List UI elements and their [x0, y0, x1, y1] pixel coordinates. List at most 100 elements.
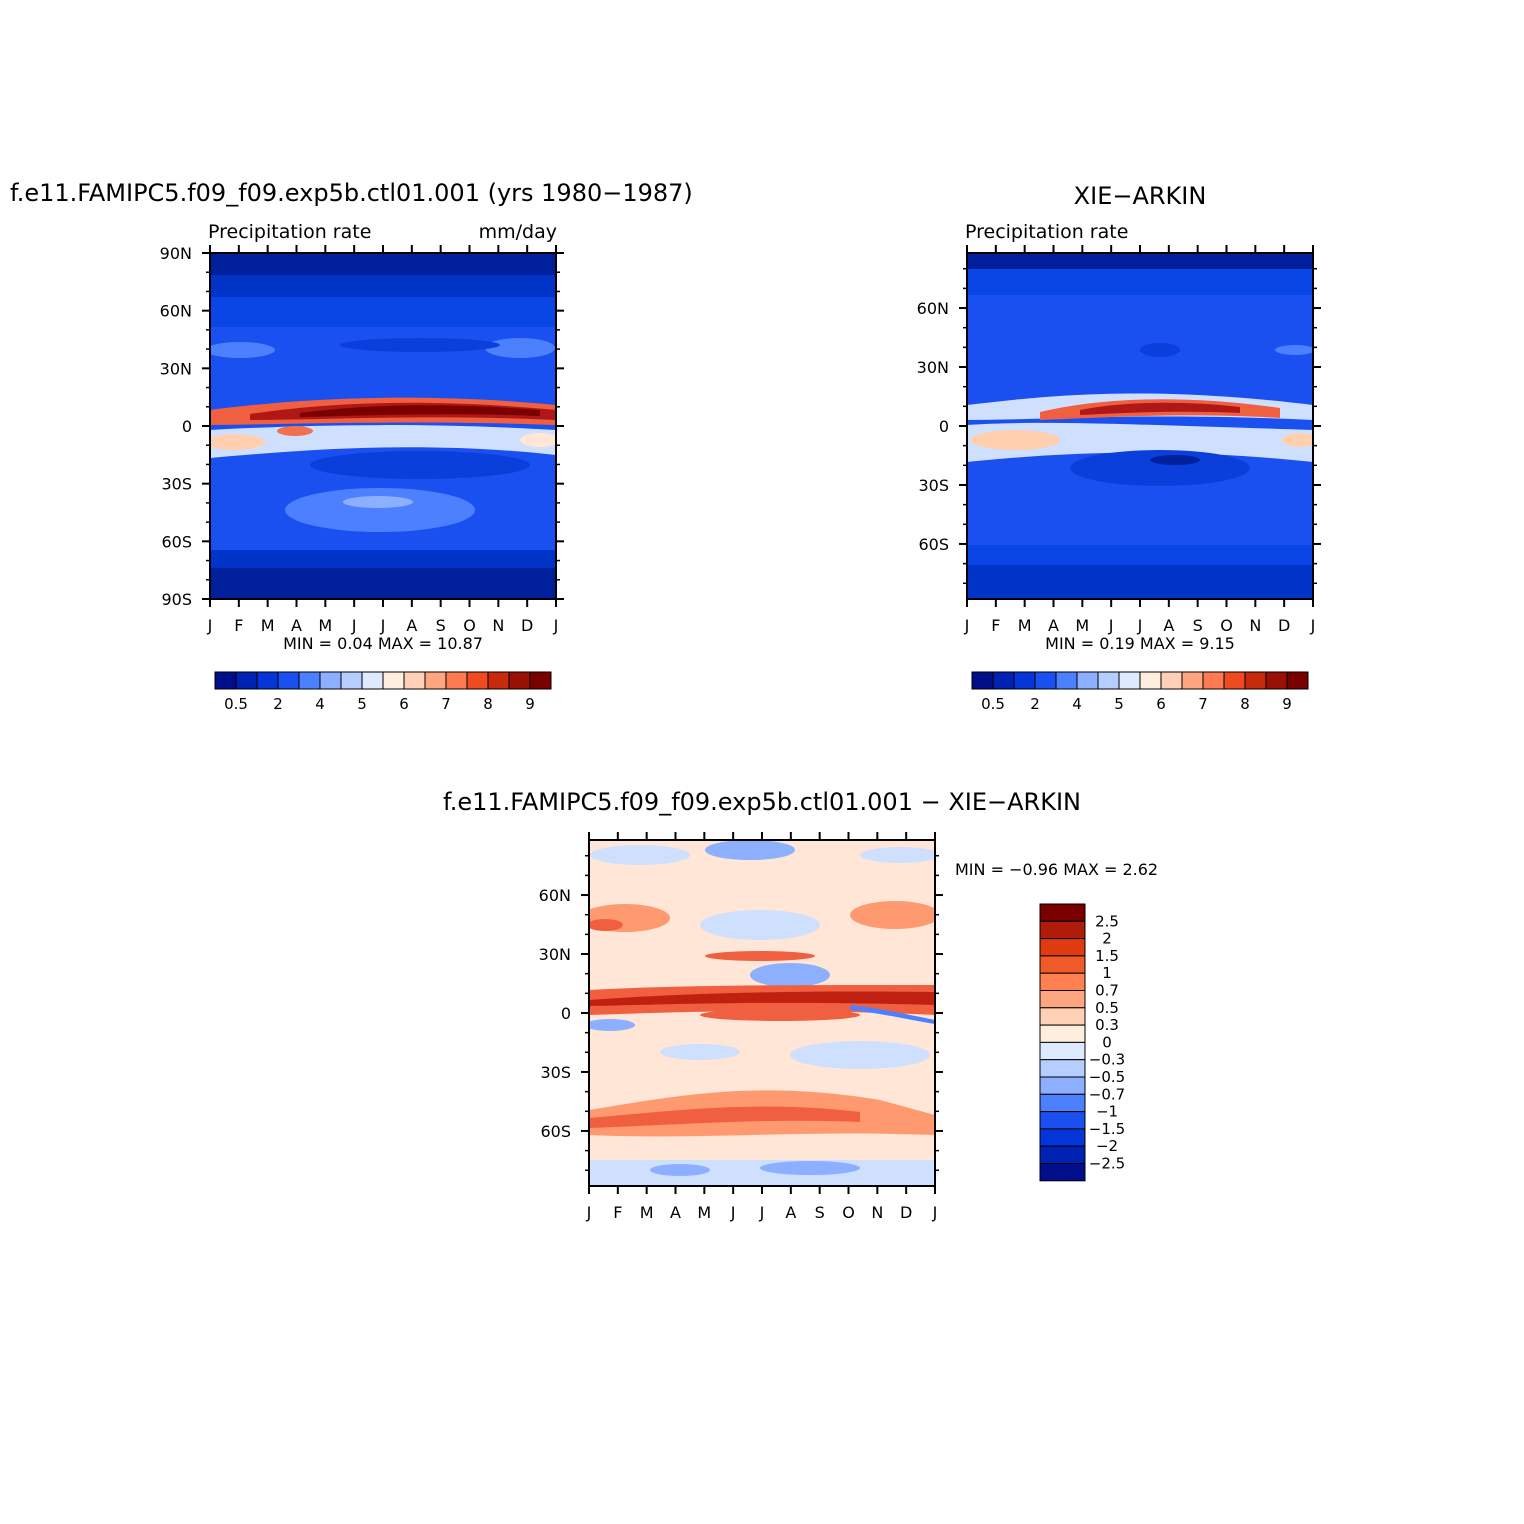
panel-obs-subtropic-dry-core: [1150, 455, 1200, 465]
colorbar-swatch: [1055, 671, 1078, 690]
colorbar-swatch: [508, 671, 531, 690]
x-tick-label: M: [640, 1203, 654, 1222]
x-tick-label: M: [1018, 616, 1032, 635]
x-tick-label: S: [1193, 616, 1203, 635]
x-tick-label: O: [1220, 616, 1233, 635]
colorbar-swatch: [1039, 1163, 1086, 1182]
x-tick-label: A: [1163, 616, 1174, 635]
panel-difference-minmax: MIN = −0.96 MAX = 2.62: [955, 860, 1158, 879]
panel-obs-subtropic-dry: [1070, 450, 1250, 486]
x-tick-label: O: [842, 1203, 855, 1222]
colorbar-swatch: [235, 671, 258, 690]
panel-model-variable-label: Precipitation rate: [208, 221, 371, 243]
panel-obs-sh-tropics-band: [967, 422, 1313, 462]
panel-model-contour-field: [210, 253, 556, 599]
panel-difference-antarctic-patch-left: [650, 1164, 710, 1176]
x-tick-label: J: [964, 616, 970, 635]
colorbar-label: 0: [1102, 1033, 1112, 1051]
panel-difference-subtropic-wet: [705, 951, 815, 961]
colorbar-swatch: [382, 671, 405, 690]
colorbar-label: 0.3: [1095, 1016, 1119, 1034]
panel-obs-arctic-band: [967, 253, 1313, 269]
colorbar-swatch: [1039, 972, 1086, 992]
colorbar-swatch: [214, 671, 237, 690]
panel-model-subtropic-patch-right: [485, 338, 555, 358]
colorbar-swatch: [1160, 671, 1183, 690]
x-tick-label: A: [785, 1203, 796, 1222]
panel-difference-dry-patch: [700, 910, 820, 940]
colorbar-swatch: [1039, 903, 1086, 922]
panel-model-sh-warm-patch: [210, 434, 265, 450]
colorbar-label: 0.7: [1095, 982, 1119, 1000]
y-tick-label: 90N: [160, 244, 192, 263]
panel-obs-sh-warm-patch: [970, 430, 1060, 450]
x-tick-label: A: [1048, 616, 1059, 635]
colorbar-label: 7: [1198, 695, 1208, 713]
colorbar-swatch: [256, 671, 279, 690]
x-tick-label: S: [436, 616, 446, 635]
panel-obs-sh-patch-right: [1282, 433, 1313, 447]
x-tick-label: J: [586, 1203, 592, 1222]
x-tick-label: A: [406, 616, 417, 635]
colorbar-label: 2: [1102, 930, 1112, 948]
panel-obs-southern-band: [967, 545, 1313, 565]
panel-model-itcz-core: [300, 405, 540, 417]
colorbar-label: −2.5: [1089, 1155, 1125, 1173]
panel-model-southern-band: [210, 550, 556, 568]
panel-model-antarctic-band: [210, 568, 556, 599]
colorbar-swatch: [1076, 671, 1099, 690]
panel-model-storm-track: [285, 488, 475, 532]
y-tick-label: 30S: [540, 1063, 571, 1082]
colorbar-label: 0.5: [224, 695, 248, 713]
panel-model-subtropic-dry: [310, 451, 530, 479]
panel-obs-ticks: [959, 245, 1321, 607]
colorbar-label: 4: [315, 695, 325, 713]
panel-difference-arctic-patch-mid: [705, 840, 795, 860]
x-tick-label: J: [1137, 616, 1143, 635]
x-tick-label: A: [670, 1203, 681, 1222]
panel-difference-midlat-core: [589, 919, 623, 931]
panel-obs-dry-patch: [1140, 343, 1180, 357]
colorbar-swatch: [361, 671, 384, 690]
colorbar-label: −0.5: [1089, 1068, 1125, 1086]
colorbar-swatch: [529, 671, 552, 690]
colorbar-label: 0.5: [981, 695, 1005, 713]
colorbar-label: −2: [1096, 1137, 1118, 1155]
y-tick-label: 60N: [917, 299, 949, 318]
panel-difference-itcz-core: [589, 991, 935, 1006]
panel-model-sh-peak-patch: [277, 426, 313, 436]
colorbar-label: 6: [1156, 695, 1166, 713]
panel-model-ticks: [202, 245, 564, 607]
panel-difference-antarctic-band: [589, 1160, 935, 1186]
panel-difference-itcz-dry-streak: [850, 1005, 935, 1024]
colorbar-swatch: [487, 671, 510, 690]
colorbar-label: −0.7: [1089, 1085, 1125, 1103]
colorbar-label: 2: [1030, 695, 1040, 713]
colorbar-label: 8: [483, 695, 493, 713]
colorbar-swatch: [971, 671, 994, 690]
x-tick-label: J: [1108, 616, 1114, 635]
colorbar-swatch: [319, 671, 342, 690]
panel-obs-title: XIE−ARKIN: [1074, 182, 1207, 210]
colorbar-swatch: [1286, 671, 1309, 690]
panel-difference-subtropic-dry: [750, 963, 830, 987]
colorbar-label: 9: [1282, 695, 1292, 713]
y-tick-label: 0: [939, 417, 949, 436]
panel-model-colorbar: 0.5 2 4 5 6 7 8 9: [214, 671, 552, 713]
panel-difference-y-axis: 60N 30N 0 30S 60S: [539, 886, 571, 1141]
colorbar-label: 8: [1240, 695, 1250, 713]
colorbar-label: 6: [399, 695, 409, 713]
colorbar-label: 2.5: [1095, 912, 1119, 930]
x-tick-label: J: [1310, 616, 1316, 635]
colorbar-swatch: [1202, 671, 1225, 690]
x-tick-label: J: [759, 1203, 765, 1222]
panel-model-y-axis: 90N 60N 30N 0 30S 60S 90S: [160, 244, 192, 609]
colorbar-swatch: [298, 671, 321, 690]
colorbar-swatch: [1039, 1128, 1086, 1147]
x-tick-label: N: [1249, 616, 1261, 635]
panel-obs-variable-label: Precipitation rate: [965, 221, 1128, 243]
